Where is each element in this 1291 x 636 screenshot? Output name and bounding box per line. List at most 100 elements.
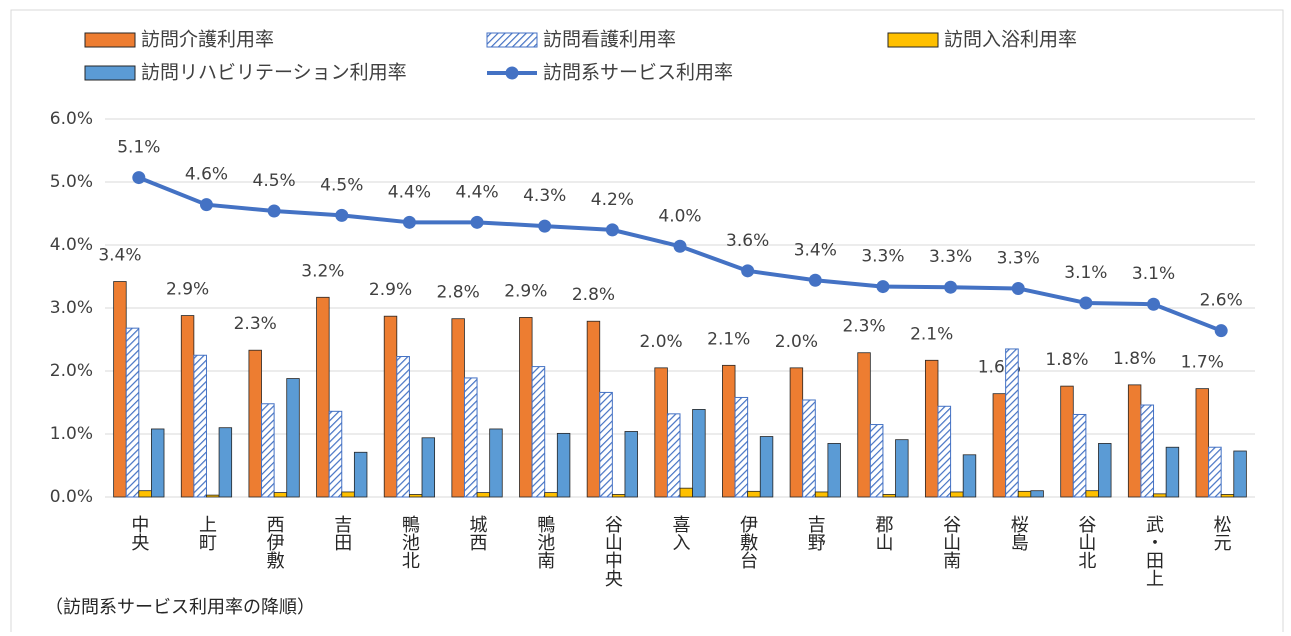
bar <box>759 436 774 498</box>
bar <box>722 364 736 498</box>
legend-label: 訪問看護利用率 <box>543 29 676 51</box>
data-label: 3.2% <box>301 261 344 281</box>
bar <box>937 405 952 498</box>
data-label: 3.1% <box>1132 264 1175 284</box>
x-tick-label: 鴨池北 <box>399 515 420 569</box>
data-label: 3.4% <box>794 240 837 260</box>
bar <box>138 490 152 498</box>
data-label: 4.4% <box>455 182 498 202</box>
bar <box>1005 348 1019 498</box>
bar <box>654 367 668 498</box>
line-marker <box>267 204 281 218</box>
bar <box>544 492 558 498</box>
bar <box>789 367 804 498</box>
line-marker <box>1214 324 1228 338</box>
bar <box>206 494 220 498</box>
data-label: 4.2% <box>591 190 634 210</box>
bar <box>353 451 368 498</box>
line-marker <box>538 219 552 233</box>
data-label: 3.3% <box>861 247 904 267</box>
line-marker <box>944 280 958 294</box>
bar <box>814 491 829 498</box>
x-tick-label: 中央 <box>128 515 149 551</box>
data-label: 2.6% <box>1200 291 1243 311</box>
bar <box>248 349 262 498</box>
bar <box>328 410 343 498</box>
line-marker <box>1011 281 1025 295</box>
bar <box>924 359 939 498</box>
legend-label: 訪問系サービス利用率 <box>543 62 733 84</box>
bar <box>125 327 140 498</box>
bar <box>261 403 275 498</box>
y-tick-label: 5.0% <box>50 172 93 192</box>
bar <box>802 399 816 498</box>
line-marker <box>1079 296 1093 310</box>
bar <box>531 366 546 498</box>
bar <box>396 356 410 498</box>
x-tick-label: 松元 <box>1211 515 1232 551</box>
bar <box>1153 493 1167 498</box>
legend-swatch <box>84 65 136 81</box>
line-marker <box>335 208 349 222</box>
legend-swatch <box>486 32 538 48</box>
chart-frame <box>10 9 1284 636</box>
bar <box>895 439 909 498</box>
line-marker <box>132 171 146 185</box>
bar <box>666 413 681 498</box>
x-tick-label: 谷山北 <box>1075 515 1096 569</box>
x-tick-label: 伊敷台 <box>737 515 758 569</box>
legend-label: 訪問入浴利用率 <box>944 29 1077 51</box>
data-label: 2.0% <box>775 332 818 352</box>
x-tick-label: 吉野 <box>805 515 826 551</box>
bar <box>1127 384 1142 498</box>
line-marker <box>876 280 890 294</box>
line-marker <box>402 215 416 229</box>
bar <box>476 492 491 498</box>
x-tick-label: 郡山 <box>872 515 893 551</box>
bar <box>1165 446 1180 498</box>
data-label: 4.6% <box>185 165 228 185</box>
data-label: 4.5% <box>320 175 363 195</box>
data-label: 2.9% <box>166 280 209 300</box>
data-label: 2.9% <box>504 281 547 301</box>
bar <box>409 494 423 498</box>
line-marker <box>1147 297 1161 311</box>
bar <box>1208 446 1222 498</box>
legend-swatch <box>84 32 136 48</box>
data-label: 2.8% <box>572 285 615 305</box>
bar <box>1140 404 1155 498</box>
line-marker <box>741 264 755 278</box>
data-label: 1.8% <box>1045 350 1088 370</box>
x-tick-label: 吉田 <box>331 515 352 551</box>
line-marker <box>808 273 822 287</box>
bar <box>113 281 127 498</box>
bar <box>679 487 694 498</box>
x-tick-label: 桜島 <box>1008 515 1029 552</box>
bar <box>273 492 288 498</box>
data-label: 3.1% <box>1064 263 1107 283</box>
bar <box>1195 388 1209 498</box>
data-label: 4.0% <box>658 206 701 226</box>
bar <box>341 491 355 498</box>
bar <box>624 431 638 498</box>
legend-swatch <box>505 66 519 80</box>
y-tick-label: 0.0% <box>50 487 93 507</box>
note: （訪問系サービス利用率の降順） <box>45 597 315 618</box>
y-tick-label: 1.0% <box>50 424 93 444</box>
bar <box>599 391 613 498</box>
y-tick-label: 4.0% <box>50 235 93 255</box>
bar <box>1233 450 1247 498</box>
data-label: 3.4% <box>98 246 141 266</box>
line-marker <box>673 239 687 253</box>
bar <box>611 494 626 498</box>
y-tick-label: 6.0% <box>50 109 93 129</box>
bar <box>1085 490 1099 498</box>
x-tick-label: 上町 <box>196 515 217 551</box>
legend-swatch <box>887 32 939 48</box>
x-tick-label: 城西 <box>467 515 488 551</box>
data-label: 3.6% <box>726 231 769 251</box>
bar <box>556 432 571 498</box>
data-label: 4.3% <box>523 186 566 206</box>
legend-label: 訪問介護利用率 <box>141 29 274 51</box>
